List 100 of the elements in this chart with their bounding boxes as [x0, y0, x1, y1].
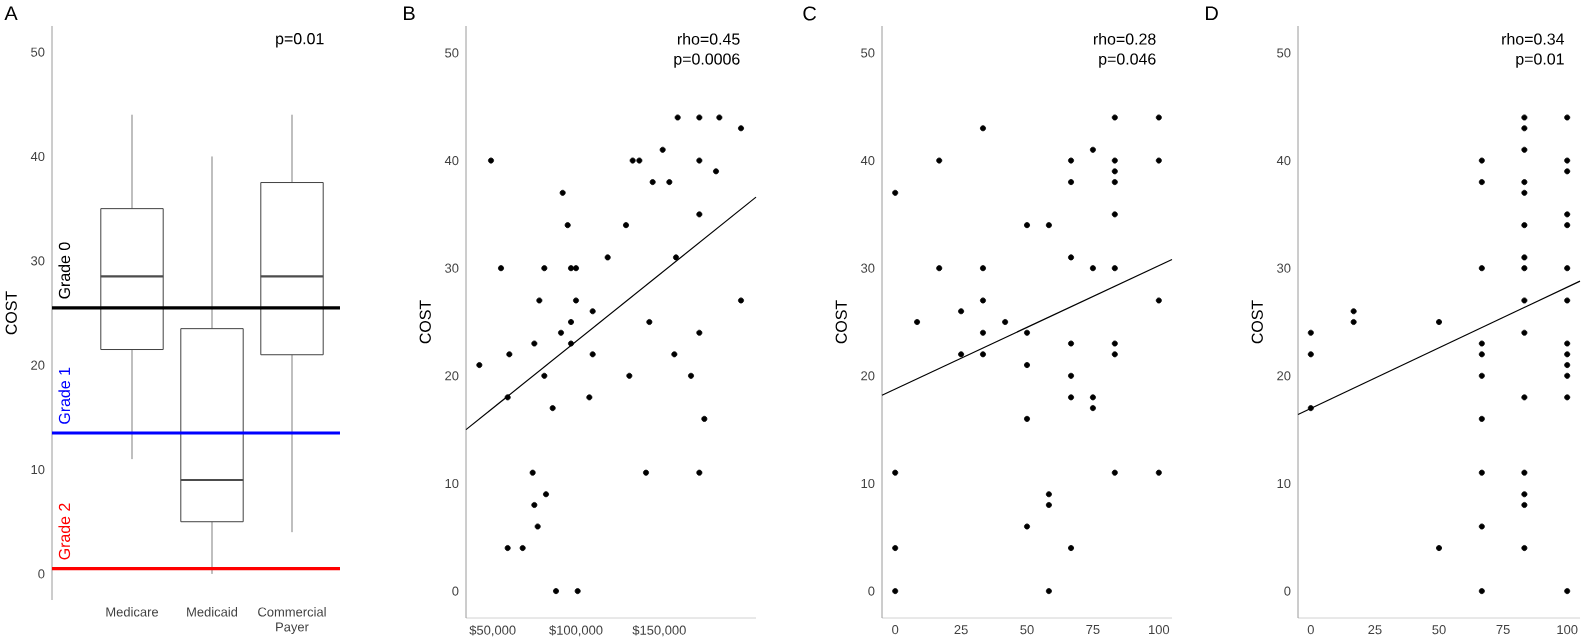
- point: [1521, 114, 1528, 121]
- point: [1155, 114, 1162, 121]
- point: [534, 523, 541, 530]
- point: [1521, 222, 1528, 229]
- point: [1111, 469, 1118, 476]
- point: [541, 265, 548, 272]
- point: [1068, 254, 1075, 261]
- point: [1564, 222, 1571, 229]
- point: [1478, 523, 1485, 530]
- point: [1111, 340, 1118, 347]
- point: [519, 545, 526, 552]
- point: [1521, 329, 1528, 336]
- point: [1564, 114, 1571, 121]
- point: [1521, 189, 1528, 196]
- chart-title: B: [404, 6, 415, 21]
- point: [1045, 491, 1052, 498]
- point: [696, 211, 703, 218]
- point: [626, 372, 633, 379]
- point: [892, 469, 899, 476]
- point: [498, 265, 504, 272]
- point: [914, 319, 921, 325]
- point: [559, 189, 566, 196]
- point: [738, 297, 744, 304]
- point: [892, 588, 899, 595]
- point: [1068, 179, 1075, 186]
- point: [701, 415, 708, 422]
- point: [1111, 351, 1118, 358]
- point: [1564, 394, 1571, 401]
- point: [979, 125, 986, 132]
- point: [716, 114, 723, 121]
- point: [568, 319, 574, 325]
- point: [1521, 394, 1528, 401]
- point: [623, 222, 629, 229]
- point: [979, 265, 986, 272]
- point: [1521, 469, 1528, 476]
- point: [643, 469, 649, 476]
- point: [574, 588, 581, 595]
- point: [488, 157, 494, 164]
- point: [1521, 179, 1528, 186]
- point: [1521, 297, 1528, 304]
- point: [636, 157, 643, 164]
- point: [1564, 211, 1571, 218]
- point: [1024, 415, 1030, 422]
- point: [1024, 362, 1030, 369]
- point: [936, 157, 943, 164]
- point: [1478, 265, 1485, 272]
- point: [564, 222, 571, 229]
- point: [1155, 297, 1162, 304]
- point: [504, 394, 511, 401]
- point: [936, 265, 943, 272]
- point: [1478, 469, 1485, 476]
- point: [696, 329, 703, 336]
- point: [1068, 157, 1075, 164]
- point: [543, 491, 549, 498]
- point: [1521, 501, 1528, 508]
- point: [1564, 265, 1571, 272]
- point: [1478, 157, 1485, 164]
- point: [646, 319, 653, 325]
- point: [531, 501, 538, 508]
- point: [1024, 329, 1030, 336]
- point: [1089, 394, 1096, 401]
- point: [979, 351, 986, 358]
- point: [1089, 405, 1096, 412]
- point: [1564, 297, 1571, 304]
- point: [529, 469, 536, 476]
- point: [1564, 588, 1571, 595]
- point: [1478, 372, 1485, 379]
- point: [1436, 545, 1443, 552]
- point: [1068, 372, 1075, 379]
- point: [549, 405, 556, 412]
- point: [558, 329, 564, 336]
- point: [553, 588, 559, 595]
- point: [892, 189, 899, 196]
- point: [1111, 211, 1118, 218]
- point: [589, 308, 596, 315]
- point: [1564, 168, 1571, 175]
- point: [1564, 340, 1571, 347]
- point: [1478, 179, 1485, 186]
- point: [629, 157, 636, 164]
- point: [1521, 545, 1528, 552]
- point: [1068, 394, 1075, 401]
- point: [1478, 351, 1485, 358]
- point: [586, 394, 593, 401]
- point: [1089, 265, 1096, 272]
- chart-title: A: [4, 6, 18, 21]
- point: [1307, 329, 1314, 336]
- point: [589, 351, 596, 358]
- point: [738, 125, 744, 132]
- point: [573, 297, 579, 304]
- point: [1068, 340, 1075, 347]
- point: [1068, 545, 1075, 552]
- point: [649, 179, 656, 186]
- point: [659, 146, 666, 153]
- point: [1307, 405, 1314, 412]
- point: [958, 308, 965, 315]
- point: [1155, 157, 1162, 164]
- point: [1564, 362, 1571, 369]
- point: [1155, 469, 1162, 476]
- point: [568, 340, 574, 347]
- point: [1521, 146, 1528, 153]
